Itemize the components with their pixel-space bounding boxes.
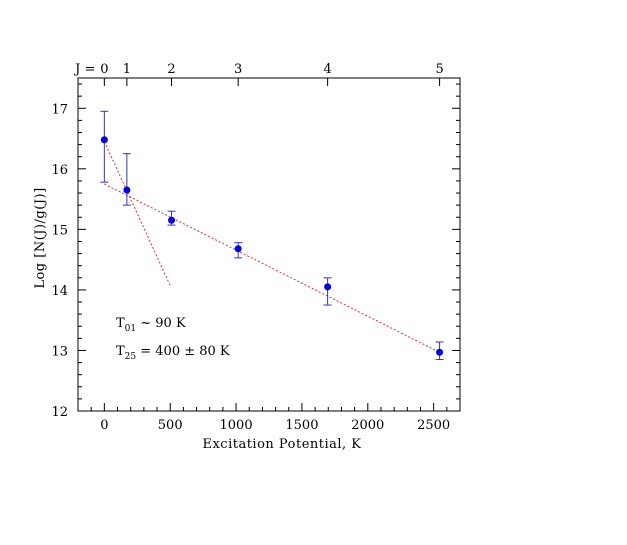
x-tick-label: 500 xyxy=(158,418,183,433)
top-axis-labels: 0 1 2 3 4 5 J = xyxy=(73,62,444,77)
y-axis-label: Log [N(J)/g(J)] xyxy=(33,187,48,288)
y-tick-label: 16 xyxy=(51,163,68,178)
y-tick-label: 13 xyxy=(51,344,68,359)
y-tick-label: 15 xyxy=(51,223,68,238)
tick-labels: 0 500 1000 1500 2000 2500 12 13 14 15 16 17 xyxy=(51,102,450,433)
annotation-t01-symbol: T xyxy=(116,316,125,331)
annotation-t25-subscript: 25 xyxy=(125,352,137,362)
x-tick-label: 2500 xyxy=(417,418,450,433)
annotation-t01-value: ~ 90 K xyxy=(136,316,186,331)
top-j-label: 0 xyxy=(100,62,108,77)
data-point xyxy=(123,186,131,194)
top-j-label: 1 xyxy=(123,62,131,77)
top-j-label: 5 xyxy=(435,62,443,77)
fit-lines xyxy=(103,141,440,353)
error-bars xyxy=(100,110,444,361)
annotation-t25-symbol: T xyxy=(116,344,125,359)
data-point xyxy=(100,136,108,144)
data-point xyxy=(168,216,176,224)
y-tick-label: 17 xyxy=(51,102,68,117)
data-points xyxy=(100,136,444,356)
x-tick-label: 1000 xyxy=(220,418,253,433)
x-axis-label: Excitation Potential, K xyxy=(202,437,361,452)
axis-ticks xyxy=(78,78,460,412)
data-point xyxy=(234,245,242,253)
x-tick-label: 2000 xyxy=(351,418,384,433)
plot-border xyxy=(77,77,461,412)
annotation-t25: T25 = 400 ± 80 K xyxy=(116,344,230,362)
top-j-label: 3 xyxy=(234,62,242,77)
fit-line xyxy=(104,183,440,353)
x-tick-label: 1500 xyxy=(285,418,318,433)
annotation-t01-subscript: 01 xyxy=(125,324,136,334)
y-tick-label: 12 xyxy=(51,405,68,420)
y-tick-label: 14 xyxy=(51,284,68,299)
plot-frame xyxy=(77,77,461,412)
data-point xyxy=(436,348,444,356)
data-point xyxy=(324,283,332,291)
annotation-t01: T01 ~ 90 K xyxy=(116,316,186,334)
annotation-t25-value: = 400 ± 80 K xyxy=(136,344,230,359)
fit-line xyxy=(103,141,171,286)
top-axis-prefix: J = xyxy=(73,62,95,77)
top-j-label: 4 xyxy=(323,62,331,77)
top-j-label: 2 xyxy=(167,62,175,77)
x-tick-label: 0 xyxy=(100,418,108,433)
